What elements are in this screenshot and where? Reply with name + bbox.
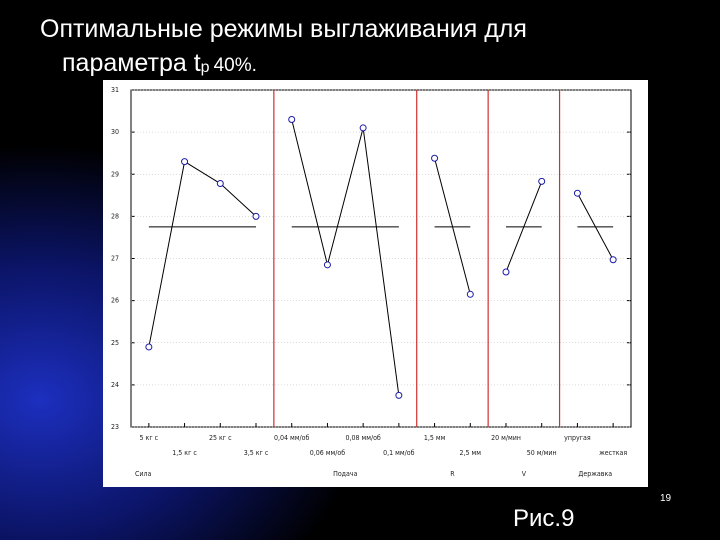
group-label: Подача <box>333 470 358 478</box>
chart-panel <box>103 80 648 487</box>
x-tick-label: 1,5 мм <box>424 434 446 442</box>
data-line <box>505 181 543 273</box>
title-subscript: р <box>200 59 210 76</box>
y-tick-label: 30 <box>111 128 119 136</box>
x-tick-label: жесткая <box>599 449 627 457</box>
group-label: R <box>450 470 455 478</box>
data-point <box>216 180 224 188</box>
data-point <box>252 212 260 220</box>
title-suffix: 40%. <box>213 55 257 76</box>
data-point <box>466 290 474 298</box>
y-tick-label: 25 <box>111 339 119 347</box>
y-tick-label: 24 <box>111 381 119 389</box>
slide-title: Оптимальные режимы выглаживания для пара… <box>40 12 622 85</box>
data-line <box>576 192 614 261</box>
group-label: Сила <box>135 470 152 478</box>
y-tick-label: 23 <box>111 423 119 431</box>
x-tick-label: 3,5 кг с <box>244 449 269 457</box>
y-tick-label: 28 <box>111 212 119 220</box>
data-line <box>291 119 400 396</box>
data-point <box>323 261 331 269</box>
slide-number: 19 <box>660 493 672 504</box>
y-tick-label: 27 <box>111 255 119 263</box>
x-tick-label: 1,5 кг с <box>172 449 197 457</box>
x-tick-label: 2,5 мм <box>460 449 482 457</box>
data-point <box>181 158 189 166</box>
figure-label: Рис.9 <box>513 505 575 532</box>
y-tick-label: 26 <box>111 297 119 305</box>
data-point <box>145 343 153 351</box>
x-tick-label: 5 кг с <box>140 434 159 442</box>
group-label: Державка <box>578 470 612 478</box>
x-tick-label: 0,1 мм/об <box>383 449 414 457</box>
y-tick-label: 31 <box>111 86 119 94</box>
data-line <box>148 160 257 348</box>
x-tick-label: упругая <box>564 434 591 442</box>
data-point <box>359 124 367 132</box>
x-tick-label: 0,06 мм/об <box>310 449 345 457</box>
data-point <box>538 177 546 185</box>
data-line <box>434 158 471 295</box>
x-tick-label: 0,08 мм/об <box>345 434 380 442</box>
data-point <box>431 154 439 162</box>
data-point <box>609 256 617 264</box>
y-tick-label: 29 <box>111 170 119 178</box>
x-tick-label: 50 м/мин <box>527 449 557 457</box>
data-point <box>288 115 296 123</box>
x-tick-label: 25 кг с <box>209 434 232 442</box>
x-tick-label: 20 м/мин <box>491 434 521 442</box>
group-label: V <box>522 470 527 478</box>
title-text: Оптимальные режимы выглаживания для пара… <box>40 15 527 77</box>
data-point <box>573 189 581 197</box>
data-point <box>395 391 403 399</box>
data-point <box>502 268 510 276</box>
x-tick-label: 0,04 мм/об <box>274 434 309 442</box>
